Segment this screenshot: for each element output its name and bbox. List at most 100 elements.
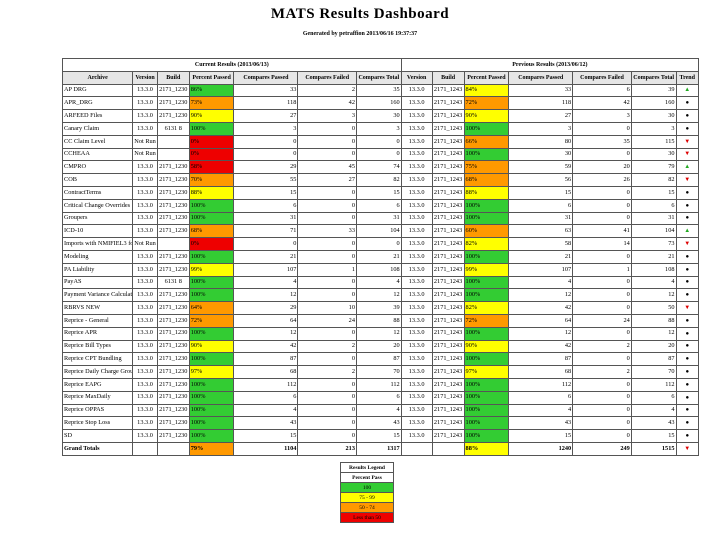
percent-passed-cell: 0% — [188, 147, 235, 162]
trend-icon: ▼ — [675, 441, 699, 456]
build-cell: 2171_1230 — [156, 301, 190, 315]
trend-icon: ● — [675, 211, 699, 226]
compares-total-cell: 43 — [355, 416, 402, 431]
compares-total-cell: 104 — [355, 224, 402, 239]
trend-icon: ● — [675, 96, 699, 111]
percent-passed-cell: 90% — [188, 339, 235, 354]
archive-cell: APR_DRG — [61, 96, 134, 111]
trend-icon: ● — [675, 390, 699, 405]
version-cell: 13.3.0 — [132, 109, 158, 123]
trend-icon: ● — [675, 198, 699, 213]
column-header: Compares Failed — [572, 70, 632, 85]
compares-total-cell: 88 — [355, 313, 402, 328]
percent-passed-cell: 100% — [188, 288, 235, 303]
build-cell: 2171_1230 — [156, 365, 190, 379]
percent-passed-cell: 100% — [188, 249, 235, 264]
prev-compares-total-cell: 15 — [630, 429, 677, 443]
compares-total-cell: 0 — [355, 237, 402, 251]
table-row: SD 13.3.0 2171_1230 100% 15 0 15 13.3.0 2171_124… — [61, 429, 699, 443]
prev-version-cell: 13.3.0 — [400, 365, 433, 379]
prev-compares-passed-cell: 33 — [508, 83, 574, 98]
compares-total-cell: 160 — [355, 96, 402, 111]
percent-passed-cell: 90% — [188, 109, 235, 123]
compares-failed-cell: 0 — [297, 147, 357, 162]
build-cell: 2171_1230 — [156, 173, 190, 187]
compares-passed-cell: 27 — [233, 109, 299, 123]
version-cell: 13.3.0 — [132, 224, 158, 239]
prev-build-cell: 2171_1243 — [431, 249, 465, 264]
table-row: Reprice Bill Types 13.3.0 2171_1230 90% 42 2 2… — [61, 339, 699, 354]
compares-failed-cell: 0 — [297, 134, 357, 149]
trend-icon: ● — [675, 262, 699, 277]
prev-compares-failed-cell: 0 — [572, 275, 632, 290]
build-cell: 2171_1230 — [156, 185, 190, 200]
prev-percent-passed-cell: 84% — [463, 83, 510, 98]
archive-cell: Canary Claim — [61, 121, 134, 136]
results-table: Current Results (2013/06/13) Previous Re… — [61, 58, 700, 456]
prev-compares-passed-cell: 12 — [508, 326, 574, 341]
prev-version-cell: 13.3.0 — [400, 429, 433, 443]
archive-cell: ARFEED Files — [61, 109, 134, 123]
trend-icon: ● — [675, 275, 699, 290]
prev-build-cell: 2171_1243 — [431, 173, 465, 187]
percent-passed-cell: 100% — [188, 403, 235, 418]
trend-icon: ● — [675, 339, 699, 354]
table-row: Modeling 13.3.0 2171_1230 100% 21 0 21 13.3.0 21… — [61, 249, 699, 264]
version-cell: Not Run — [132, 147, 158, 162]
prev-compares-passed-cell: 3 — [508, 121, 574, 136]
version-cell: 13.3.0 — [132, 339, 158, 354]
compares-total-cell: 3 — [355, 121, 402, 136]
compares-total-cell: 0 — [355, 147, 402, 162]
table-row: ARFEED Files 13.3.0 2171_1230 90% 27 3 30 13.3.… — [61, 109, 699, 123]
compares-failed-cell: 1 — [297, 262, 357, 277]
percent-passed-cell: 64% — [188, 301, 235, 315]
version-cell: 13.3.0 — [132, 403, 158, 418]
prev-build-cell: 2171_1243 — [431, 390, 465, 405]
trend-icon: ▲ — [675, 224, 699, 239]
prev-version-cell: 13.3.0 — [400, 198, 433, 213]
compares-failed-cell: 0 — [297, 185, 357, 200]
compares-failed-cell: 0 — [297, 377, 357, 392]
prev-compares-total-cell: 31 — [630, 211, 677, 226]
compares-failed-cell: 0 — [297, 416, 357, 431]
prev-version-cell: 13.3.0 — [400, 301, 433, 315]
prev-version-cell: 13.3.0 — [400, 377, 433, 392]
table-row: Reprice - General 13.3.0 2171_1230 72% 64 24 8… — [61, 313, 699, 328]
legend-title: Results Legend — [340, 462, 394, 473]
column-header-row: Archive Version Build Percent Passed Compare… — [61, 70, 699, 85]
prev-version-cell: 13.3.0 — [400, 326, 433, 341]
compares-passed-cell: 0 — [233, 237, 299, 251]
archive-cell: Reprice MaxDaily — [61, 390, 134, 405]
build-cell: 6131 8 — [156, 275, 190, 290]
archive-cell: Reprice APR — [61, 326, 134, 341]
version-cell: 13.3.0 — [132, 121, 158, 136]
trend-icon: ● — [675, 121, 699, 136]
column-header: Percent Passed — [188, 70, 235, 85]
table-row: APR_DRG 13.3.0 2171_1230 73% 118 42 160 13.3.0 2… — [61, 96, 699, 111]
build-cell: 2171_1230 — [156, 313, 190, 328]
compares-passed-cell: 12 — [233, 288, 299, 303]
table-row: ContractTerms 13.3.0 2171_1230 88% 15 0 15 13.3… — [61, 185, 699, 200]
prev-compares-failed-cell: 2 — [572, 339, 632, 354]
compares-passed-cell: 31 — [233, 211, 299, 226]
build-cell: 2171_1230 — [156, 326, 190, 341]
compares-total-cell: 4 — [355, 275, 402, 290]
prev-build-cell: 2171_1243 — [431, 237, 465, 251]
compares-passed-cell: 6 — [233, 198, 299, 213]
prev-percent-passed-cell: 72% — [463, 313, 510, 328]
prev-percent-passed-cell: 99% — [463, 262, 510, 277]
prev-compares-failed-cell: 249 — [572, 441, 632, 456]
prev-compares-passed-cell: 63 — [508, 224, 574, 239]
version-cell: 13.3.0 — [132, 275, 158, 290]
prev-version-cell: 13.3.0 — [400, 224, 433, 239]
legend-subtitle: Percent Pass — [340, 472, 394, 483]
version-cell: 13.3.0 — [132, 83, 158, 98]
prev-compares-failed-cell: 14 — [572, 237, 632, 251]
prev-version-cell: 13.3.0 — [400, 160, 433, 175]
prev-compares-total-cell: 30 — [630, 109, 677, 123]
prev-compares-failed-cell: 0 — [572, 147, 632, 162]
version-cell: 13.3.0 — [132, 365, 158, 379]
version-cell: 13.3.0 — [132, 185, 158, 200]
archive-cell: Imports with NMIFIEL3 format — [61, 237, 134, 251]
prev-build-cell: 2171_1243 — [431, 429, 465, 443]
